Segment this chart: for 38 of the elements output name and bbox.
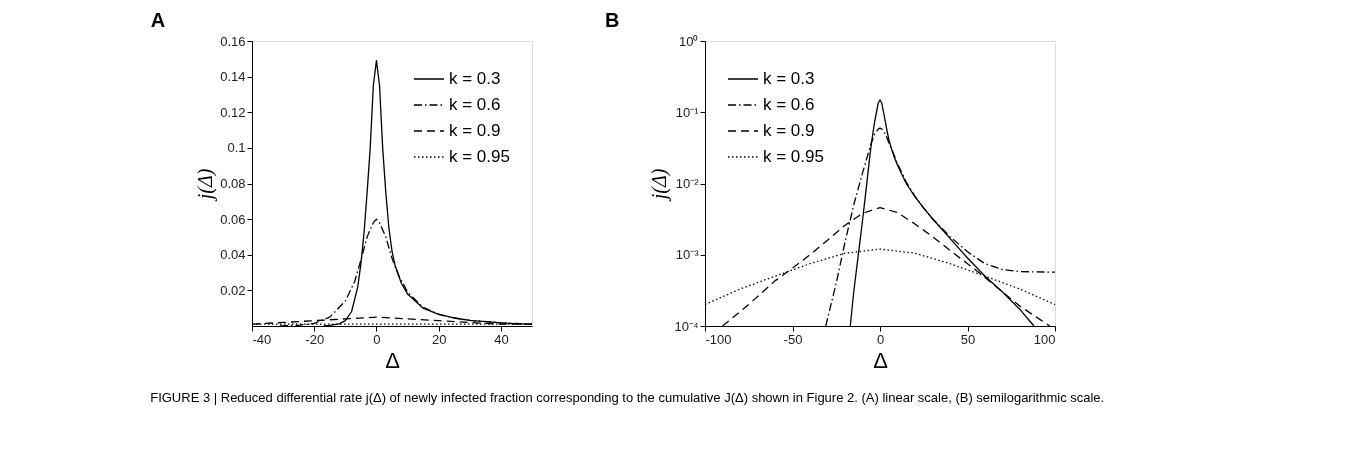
legend-label: k = 0.9 <box>763 121 815 140</box>
y-tick-label: 0.1 <box>227 140 246 156</box>
x-tick-label: 50 <box>960 331 976 347</box>
legend-label: k = 0.95 <box>449 147 510 166</box>
x-tick-label: 20 <box>431 331 447 347</box>
y-tick-label: 10⁰ <box>679 33 699 49</box>
x-tick-label: 40 <box>494 331 509 347</box>
x-tick-label: -20 <box>305 331 325 347</box>
y-tick-label: 10⁻² <box>675 176 700 191</box>
chart-title: A <box>150 9 166 31</box>
x-tick-label: -50 <box>783 331 803 347</box>
y-tick-label: 0.02 <box>220 282 246 298</box>
chart-title: B <box>604 9 620 31</box>
y-tick-label: 0.12 <box>220 104 246 120</box>
legend-label: k = 0.3 <box>449 69 501 88</box>
x-axis-title: Δ <box>873 347 889 373</box>
legend-label: k = 0.95 <box>763 147 824 166</box>
legend-label: k = 0.6 <box>449 95 501 114</box>
y-tick-label: 0.06 <box>220 211 246 227</box>
y-tick-label: 0.08 <box>220 176 246 191</box>
x-tick-label: -40 <box>252 331 272 347</box>
y-tick-label: 10⁻³ <box>675 247 700 263</box>
x-tick-label: 0 <box>876 331 885 347</box>
y-tick-label: 10⁻¹ <box>675 104 700 120</box>
x-tick-label: 0 <box>373 331 381 347</box>
legend-label: k = 0.9 <box>449 121 501 140</box>
legend-label: k = 0.6 <box>763 95 815 114</box>
y-axis-title: j(Δ) <box>194 168 218 203</box>
y-tick-label: 0.16 <box>220 33 246 49</box>
legend-label: k = 0.3 <box>763 69 815 88</box>
x-axis-title: Δ <box>385 347 401 373</box>
y-tick-label: 0.14 <box>220 69 246 85</box>
x-tick-label: -100 <box>705 331 732 347</box>
y-tick-label: 0.04 <box>220 247 246 263</box>
y-axis-title: j(Δ) <box>648 168 672 203</box>
caption: FIGURE 3 | Reduced differential rate j(Δ) of newly infected fraction corresponding to the cumulative J(Δ) shown in Figure 2. (A) linear scale, (B) semilogarithmic scale. <box>150 389 1105 405</box>
y-tick-label: 10⁻⁴ <box>674 318 699 334</box>
x-tick-label: 100 <box>1033 331 1056 347</box>
